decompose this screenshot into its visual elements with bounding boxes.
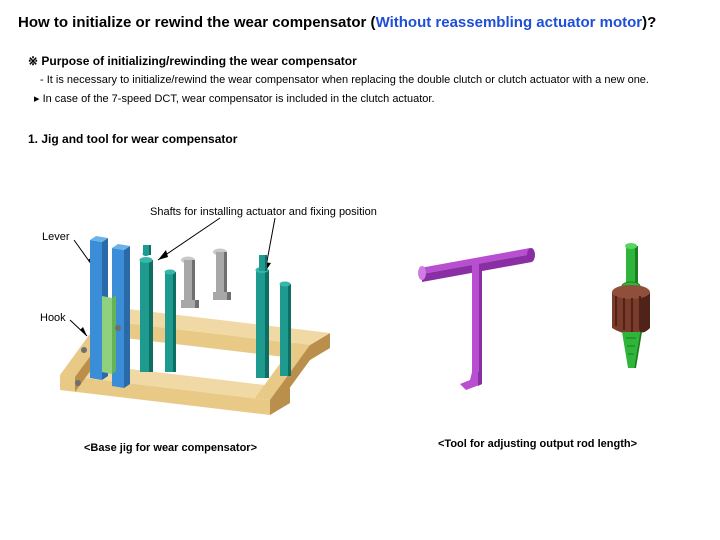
figure-tools	[410, 240, 690, 420]
purpose-heading: ※ Purpose of initializing/rewinding the …	[28, 54, 357, 68]
figure-base-jig	[20, 200, 360, 430]
title-blue: Without reassembling actuator motor	[376, 14, 643, 31]
page-title: How to initialize or rewind the wear com…	[18, 14, 656, 31]
section-1-heading: 1. Jig and tool for wear compensator	[28, 132, 237, 146]
caption-left: <Base jig for wear compensator>	[84, 442, 257, 454]
purpose-line-2: ▸ In case of the 7-speed DCT, wear compe…	[34, 92, 435, 105]
caption-right: <Tool for adjusting output rod length>	[438, 438, 637, 450]
title-part1: How to initialize or rewind the wear com…	[18, 14, 376, 31]
title-part2: )?	[642, 14, 656, 31]
purpose-line-1: - It is necessary to initialize/rewind t…	[40, 74, 649, 86]
